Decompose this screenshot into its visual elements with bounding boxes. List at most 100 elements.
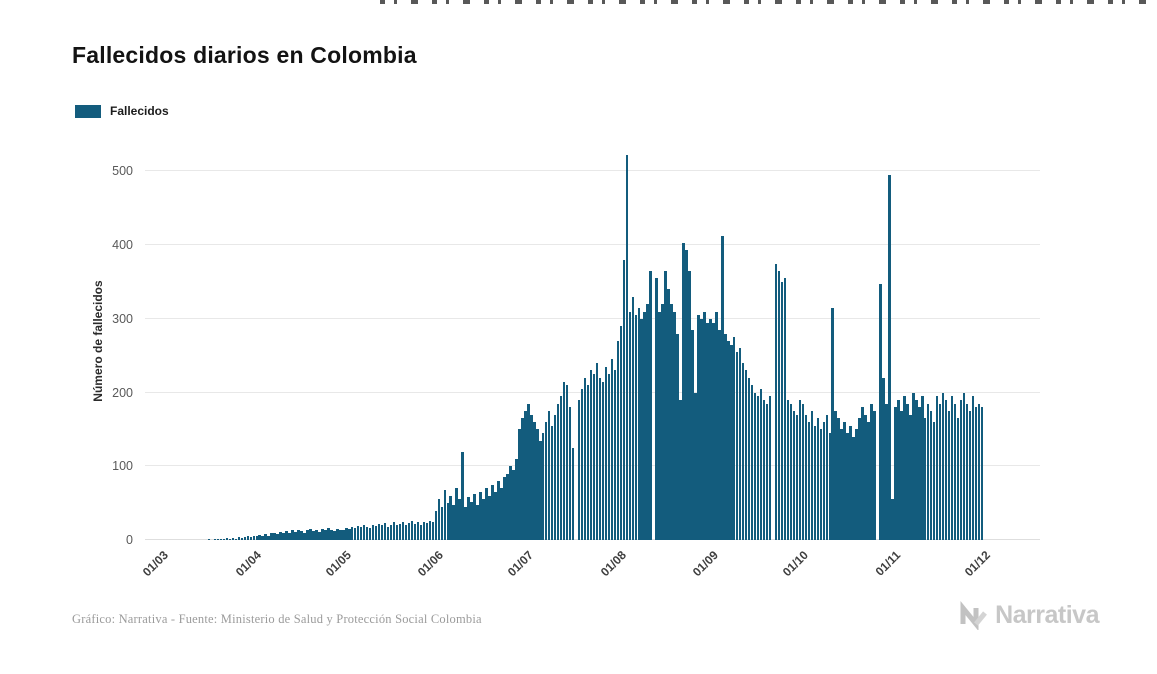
bar-day-199 — [753, 392, 757, 540]
bar-day-144 — [589, 370, 593, 540]
bar-day-113 — [497, 481, 500, 540]
bar-day-29 — [246, 536, 250, 540]
bar-day-273 — [974, 407, 978, 540]
bar-day-233 — [855, 429, 858, 540]
bar-day-80 — [398, 523, 402, 540]
bar-day-73 — [377, 523, 381, 540]
chart-title: Fallecidos diarios en Colombia — [72, 42, 417, 68]
bar-day-164 — [649, 270, 652, 540]
plot-area: 01/03 01/04 01/05 01/06 01/07 01/08 01/09 01/10… — [112, 142, 1040, 579]
bar-day-222 — [822, 422, 826, 540]
bar-day-215 — [801, 403, 805, 540]
bar-day-16 — [207, 539, 211, 540]
legend-swatch — [75, 104, 101, 118]
bar-day-30 — [249, 537, 253, 540]
bar-day-213 — [795, 414, 799, 540]
bar-day-173 — [676, 333, 679, 540]
bar-day-108 — [482, 499, 485, 540]
bar-day-114 — [500, 488, 503, 540]
bar-day-160 — [637, 307, 640, 540]
bar-day-148 — [601, 381, 605, 540]
bar-day-151 — [610, 359, 614, 540]
bar-day-244 — [888, 175, 891, 540]
bar-day-20 — [219, 539, 223, 540]
bar-day-60 — [339, 530, 342, 540]
x-tick-label: 01/09 — [690, 548, 722, 580]
bar-day-162 — [643, 311, 646, 540]
bar-day-204 — [768, 396, 772, 540]
bar-day-270 — [965, 403, 969, 540]
bar-day-147 — [598, 377, 602, 540]
bar-day-136 — [565, 385, 569, 540]
bar-day-128 — [542, 433, 545, 540]
bar-day-202 — [762, 399, 766, 540]
bar-day-218 — [810, 411, 814, 540]
bar-day-98 — [452, 504, 455, 540]
bar-day-243 — [885, 403, 888, 540]
bar-day-63 — [348, 528, 351, 540]
bar-day-111 — [491, 484, 494, 540]
bar-day-267 — [956, 418, 960, 540]
bar-day-275 — [980, 407, 984, 540]
bar-day-217 — [807, 422, 811, 540]
footer-credit: Gráfico: Narrativa - Fuente: Ministerio … — [72, 612, 482, 626]
bar-day-77 — [389, 524, 393, 540]
bar-day-22 — [225, 537, 229, 540]
bar-day-234 — [858, 418, 861, 540]
bar-day-266 — [953, 403, 957, 540]
bar-day-36 — [267, 535, 270, 540]
gridline-y-500 — [145, 170, 1040, 172]
bar-day-48 — [303, 532, 306, 540]
bar-day-223 — [825, 414, 828, 540]
bar-day-102 — [464, 506, 467, 540]
bar-day-241 — [879, 284, 882, 540]
bar-day-163 — [646, 304, 649, 540]
bar-day-27 — [240, 537, 244, 540]
x-axis-ticks: 01/03 01/04 01/05 01/06 01/07 01/08 01/09 01/10… — [140, 540, 993, 590]
bar-day-103 — [467, 497, 470, 540]
bar-day-193 — [735, 352, 739, 540]
bar-day-28 — [243, 537, 247, 540]
bar-day-186 — [715, 311, 718, 540]
bar-day-235 — [861, 407, 864, 540]
bar-day-85 — [413, 523, 417, 540]
bar-day-159 — [634, 315, 637, 540]
bar-day-158 — [631, 296, 635, 540]
bar-day-100 — [458, 499, 461, 540]
bar-day-171 — [670, 304, 673, 540]
bar-day-90 — [428, 520, 432, 540]
bar-day-190 — [727, 341, 730, 540]
bar-day-157 — [628, 311, 632, 540]
legend-label: Fallecidos — [110, 104, 169, 118]
bar-day-116 — [506, 473, 509, 540]
bar-day-195 — [741, 363, 745, 540]
bar-day-166 — [655, 278, 658, 540]
bar-day-176 — [685, 250, 688, 540]
x-tick-label: 01/04 — [232, 548, 265, 580]
bar-day-47 — [300, 531, 303, 540]
bar-day-242 — [882, 377, 885, 540]
bar-day-145 — [592, 374, 596, 540]
bar-day-134 — [559, 396, 563, 540]
bar-day-212 — [792, 411, 796, 540]
bar-day-71 — [371, 524, 375, 540]
bar-day-271 — [968, 411, 972, 540]
bar-day-91 — [431, 522, 435, 540]
bar-day-95 — [443, 489, 446, 540]
bar-day-61 — [342, 529, 345, 540]
gridline-y-400 — [145, 244, 1040, 246]
bar-day-179 — [694, 392, 697, 540]
bar-day-254 — [918, 407, 921, 540]
bar-day-170 — [667, 289, 670, 540]
y-axis-title: Número de fallecidos — [91, 280, 105, 402]
narrativa-logo-icon — [960, 600, 988, 630]
bar-day-99 — [455, 488, 458, 540]
bar-day-68 — [362, 525, 366, 540]
x-tick-label: 01/11 — [873, 548, 904, 579]
bar-day-87 — [419, 525, 423, 540]
bar-day-174 — [679, 399, 682, 540]
bar-day-131 — [550, 425, 554, 540]
bar-day-256 — [924, 418, 927, 540]
bar-day-52 — [315, 529, 318, 540]
bar-day-181 — [700, 318, 703, 540]
